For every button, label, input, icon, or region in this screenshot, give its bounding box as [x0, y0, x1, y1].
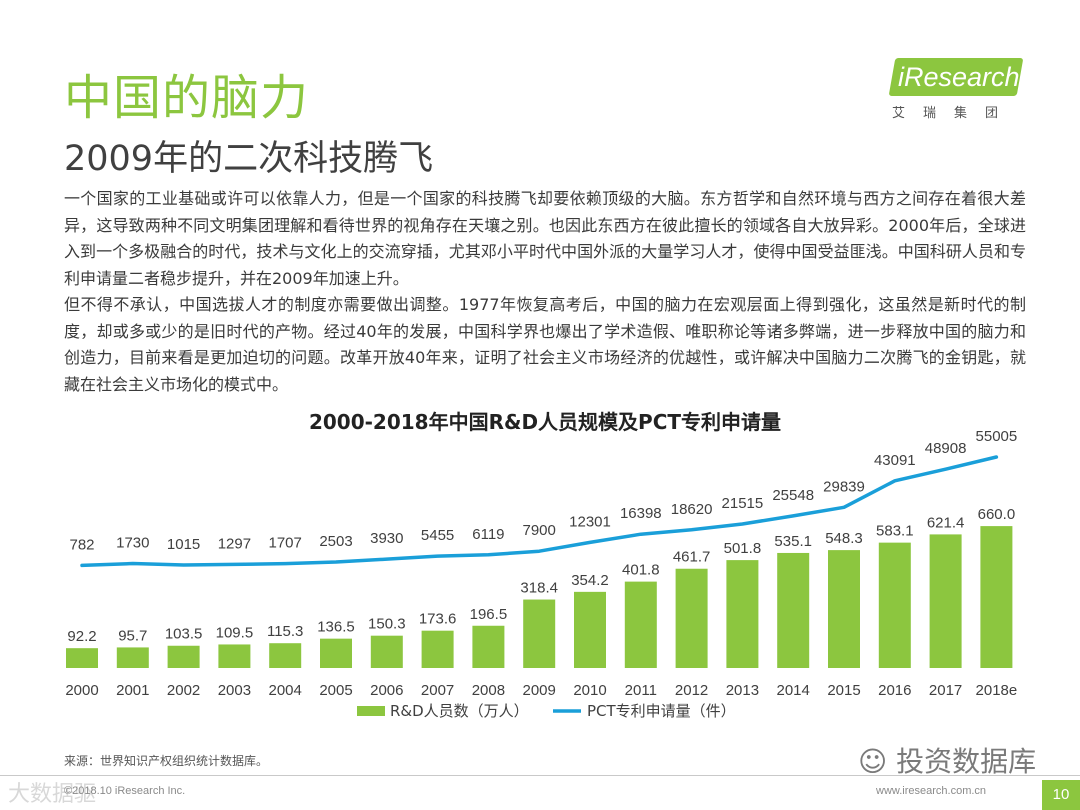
bar-2006	[370, 635, 403, 668]
bar-label-2000: 92.2	[67, 628, 96, 645]
bar-2003	[218, 644, 251, 668]
page-number: 10	[1042, 780, 1080, 810]
line-label-2008: 6119	[472, 526, 504, 543]
bar-2015	[828, 550, 860, 668]
x-tick-2018e: 2018e	[976, 682, 1018, 699]
bar-2018e	[980, 526, 1013, 668]
x-tick-2002: 2002	[167, 682, 200, 699]
line-label-2001: 1730	[116, 535, 149, 552]
x-tick-2017: 2017	[929, 682, 962, 699]
line-label-2012: 18620	[671, 501, 713, 518]
line-label-2005: 2503	[319, 533, 352, 550]
bar-label-2010: 354.2	[571, 572, 609, 589]
bar-label-2003: 109.5	[216, 624, 254, 641]
legend-bar-label: R&D人员数（万人）	[390, 702, 529, 720]
line-label-2018e: 55005	[976, 428, 1018, 445]
bar-label-2001: 95.7	[118, 627, 147, 644]
rd-pct-chart: 2000-2018年中国R&D人员规模及PCT专利申请量 92.2 2000 95.…	[65, 410, 1018, 720]
x-tick-2003: 2003	[218, 682, 251, 699]
line-label-2003: 1297	[218, 535, 251, 552]
logo-name: iResearch	[898, 62, 1020, 92]
watermark-left: 大数据驱	[8, 782, 97, 807]
x-tick-2008: 2008	[472, 682, 505, 699]
bar-label-2011: 401.8	[622, 562, 660, 579]
line-label-2007: 5455	[421, 527, 454, 544]
watermark-right-text: 投资数据库	[896, 745, 1037, 778]
x-tick-2006: 2006	[370, 682, 403, 699]
x-tick-2010: 2010	[573, 682, 606, 699]
footer-divider	[0, 775, 1080, 776]
bar-label-2004: 115.3	[267, 623, 303, 640]
iresearch-logo: iResearch 艾瑞集团	[888, 58, 1032, 128]
x-tick-2016: 2016	[878, 682, 911, 699]
logo-tagline: 艾瑞集团	[892, 106, 1017, 121]
watermark-right: ☺ 投资数据库	[858, 740, 1036, 780]
x-tick-2013: 2013	[726, 682, 759, 699]
bar-2012	[675, 568, 708, 668]
x-tick-2009: 2009	[523, 682, 556, 699]
bar-label-2007: 173.6	[419, 611, 457, 628]
line-label-2010: 12301	[569, 513, 611, 530]
bar-label-2002: 103.5	[165, 626, 203, 643]
paragraph-2: 但不得不承认，中国选拔人才的制度亦需要做出调整。1977年恢复高考后，中国的脑力…	[64, 295, 1026, 394]
source-note: 来源：世界知识产权组织统计数据库。	[64, 754, 269, 768]
bar-2010	[574, 591, 606, 668]
bar-2008	[472, 625, 505, 668]
x-tick-2007: 2007	[421, 682, 454, 699]
bar-2011	[624, 581, 657, 668]
x-tick-2005: 2005	[319, 682, 352, 699]
pct-line	[80, 455, 999, 568]
bar-label-2016: 583.1	[876, 523, 914, 540]
bar-2016	[878, 542, 911, 668]
x-tick-2011: 2011	[625, 682, 657, 699]
x-tick-2012: 2012	[675, 682, 708, 699]
bar-label-2006: 150.3	[368, 616, 406, 633]
x-tick-2004: 2004	[269, 682, 302, 699]
line-label-2009: 7900	[523, 522, 556, 539]
line-label-2006: 3930	[370, 530, 403, 547]
bar-label-2012: 461.7	[673, 549, 711, 566]
copyright: ©2018.10 iResearch Inc.	[64, 785, 186, 797]
paragraph-1: 一个国家的工业基础或许可以依靠人力，但是一个国家的科技腾飞却要依赖顶级的大脑。东…	[64, 189, 1026, 288]
chart-title: 2000-2018年中国R&D人员规模及PCT专利申请量	[309, 410, 781, 434]
bar-2005	[320, 638, 352, 668]
x-tick-2000: 2000	[65, 682, 98, 699]
bar-label-2017: 621.4	[927, 514, 965, 531]
legend-line-label: PCT专利申请量（件）	[587, 702, 736, 720]
website-link[interactable]: www.iresearch.com.cn	[876, 785, 987, 797]
bar-2001	[116, 647, 149, 668]
body-text: 一个国家的工业基础或许可以依靠人力，但是一个国家的科技腾飞却要依赖顶级的大脑。东…	[64, 186, 1026, 398]
line-label-2002: 1015	[167, 536, 200, 553]
wechat-icon: ☺	[858, 745, 888, 778]
line-label-2017: 48908	[925, 440, 967, 457]
x-tick-2001: 2001	[116, 682, 149, 699]
bar-label-2015: 548.3	[825, 530, 863, 547]
bar-2009	[523, 599, 556, 668]
page-subtitle: 2009年的二次科技腾飞	[64, 139, 434, 179]
bar-2000	[66, 648, 98, 668]
line-label-2011: 16398	[620, 505, 662, 522]
bar-label-2018e: 660.0	[978, 506, 1016, 523]
bar-2004	[269, 643, 302, 668]
bar-label-2009: 318.4	[520, 580, 558, 597]
line-label-2013: 21515	[722, 495, 764, 512]
line-label-2000: 782	[69, 536, 94, 553]
x-tick-2015: 2015	[827, 682, 860, 699]
bar-2002	[167, 645, 200, 668]
bar-2013	[726, 560, 759, 668]
bar-2017	[929, 534, 962, 668]
line-label-2014: 25548	[772, 487, 814, 504]
bar-2007	[421, 630, 454, 668]
legend-bar-swatch	[357, 706, 385, 716]
x-tick-2014: 2014	[777, 682, 810, 699]
bar-2014	[777, 552, 810, 668]
bar-label-2005: 136.5	[317, 619, 355, 636]
bar-label-2008: 196.5	[470, 606, 508, 623]
line-label-2015: 29839	[823, 478, 865, 495]
line-label-2004: 1707	[269, 535, 302, 552]
bar-label-2013: 501.8	[724, 540, 762, 557]
bar-label-2014: 535.1	[774, 533, 812, 550]
line-label-2016: 43091	[874, 452, 916, 469]
page-title: 中国的脑力	[64, 70, 310, 126]
